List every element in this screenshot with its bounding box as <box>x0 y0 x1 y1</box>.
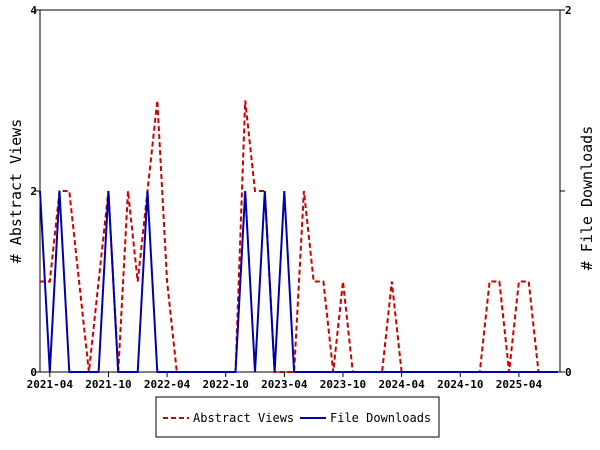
x-tick-label: 2021-04 <box>27 378 74 391</box>
y-left-tick-label: 0 <box>30 366 37 379</box>
y-right-axis-ticks: 02 <box>560 4 572 379</box>
y-right-axis-title: # File Downloads <box>578 126 596 271</box>
x-tick-label: 2022-10 <box>203 378 249 391</box>
legend-label-abstract-views: Abstract Views <box>193 411 294 425</box>
legend: Abstract Views File Downloads <box>155 396 440 438</box>
x-tick-label: 2021-10 <box>85 378 131 391</box>
series-line-abstract-views <box>40 100 558 373</box>
y-left-axis-title: # Abstract Views <box>7 119 25 264</box>
x-tick-label: 2023-04 <box>261 378 308 391</box>
x-tick-label: 2023-10 <box>320 378 366 391</box>
x-tick-label: 2024-04 <box>378 378 425 391</box>
legend-label-file-downloads: File Downloads <box>330 411 431 425</box>
plot-frame <box>39 9 561 373</box>
series-layer <box>39 100 558 373</box>
y-right-tick-label: 0 <box>565 366 572 379</box>
x-axis-ticks: 2021-04 2021-10 2022-04 2022-10 2023-04 2023-… <box>27 372 543 391</box>
x-tick-label: 2022-04 <box>144 378 191 391</box>
series-line-file-downloads <box>39 190 558 373</box>
y-left-axis-ticks: 0 2 4 <box>30 4 40 379</box>
y-right-tick-label: 2 <box>565 4 572 17</box>
y-left-tick-label: 4 <box>30 4 37 17</box>
y-left-tick-label: 2 <box>30 185 37 198</box>
x-tick-label: 2025-04 <box>496 378 543 391</box>
legend-box <box>155 396 440 438</box>
x-tick-label: 2024-10 <box>437 378 483 391</box>
